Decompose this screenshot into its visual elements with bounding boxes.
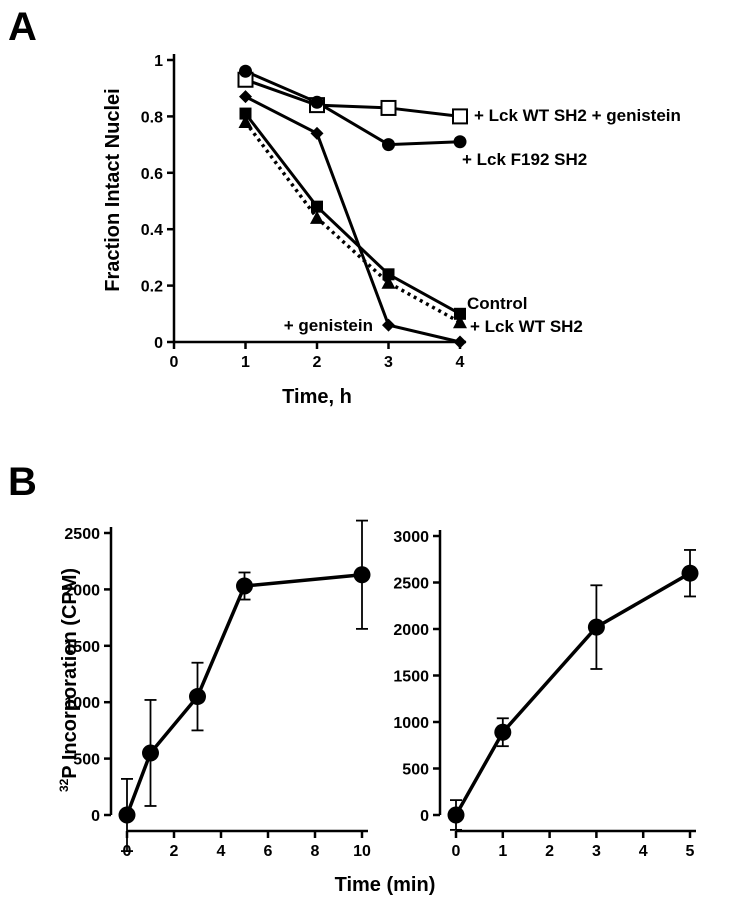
- panel-a-series-3-point: [239, 107, 252, 120]
- panel-b-right-x-tick-label: 3: [592, 843, 601, 860]
- panel-b-right-x-tick-label: 1: [498, 843, 507, 860]
- panel-a-series-line-0: [244, 78, 461, 118]
- panel-a-series-2-point: [453, 335, 467, 349]
- panel-b-right-x-tick-label: 2: [545, 843, 554, 860]
- panel-b-right-y-tick-label: 2500: [393, 576, 429, 593]
- panel-b-left-chart: 050010001500200025000246810: [64, 519, 371, 860]
- panel-a-series-label-1: + Lck F192 SH2: [462, 150, 587, 169]
- panel-b-right-x-tick-label: 4: [639, 843, 648, 860]
- panel-a-series-0-point: [380, 99, 397, 116]
- panel-a-series-2-point: [382, 318, 395, 332]
- panel-a-series-line-1: [244, 69, 461, 147]
- panel-b-left-point: [236, 577, 253, 595]
- panel-b-left-x-tick-label: 2: [170, 843, 179, 860]
- panel-b-right-x-tick-label: 0: [452, 843, 461, 860]
- panel-b-right-point: [681, 564, 699, 582]
- panel-a-y-tick-label: 0.4: [141, 222, 163, 239]
- panel-a-x-tick-label: 1: [241, 354, 250, 371]
- panel-a-series-0-point: [452, 108, 468, 125]
- panel-a-letter: A: [8, 5, 37, 49]
- panel-a-y-tick-label: 0.6: [141, 166, 163, 183]
- panel-b-right-series-line: [454, 571, 691, 816]
- panel-a-series-label-2: + genistein: [284, 316, 373, 335]
- panel-a-x-tick-label: 2: [313, 354, 322, 371]
- panel-b-y-axis-title: 32P Incorporation (CPM): [57, 568, 81, 792]
- panel-a-y-tick-label: 1: [154, 53, 163, 70]
- panel-a-series-3-point: [382, 268, 395, 281]
- panel-a-series-2-point: [310, 126, 324, 140]
- panel-a-series-1-point: [310, 95, 324, 109]
- panel-b-left-x-tick-label: 10: [353, 843, 371, 860]
- panel-a-series-label-4: + Lck WT SH2: [470, 317, 583, 336]
- panel-b-left-y-tick-label: 0: [91, 808, 100, 825]
- panel-b-left-y-tick-label: 2500: [64, 526, 100, 543]
- panel-b-left-y-tick-label: 2000: [64, 582, 100, 599]
- panel-b-right-point: [587, 618, 605, 636]
- panel-b-right-point: [447, 806, 465, 824]
- panel-a-series-4-point: [453, 315, 467, 329]
- panel-b-right-y-tick-label: 0: [420, 808, 429, 825]
- panel-b-left-point: [118, 806, 136, 824]
- panel-b-left-x-tick-label: 4: [217, 843, 226, 860]
- panel-a-series-1-point: [453, 135, 467, 149]
- panel-b-y-axis-title-superscript: 32: [57, 778, 71, 792]
- panel-b-left-point: [353, 566, 371, 584]
- panel-b-right-point: [494, 723, 512, 741]
- panel-a-series-1-point: [382, 138, 395, 152]
- panel-a-series-4-point: [381, 275, 396, 289]
- panel-a-y-tick-label: 0.8: [141, 109, 163, 126]
- panel-b-left-y-tick-label: 1500: [64, 639, 100, 656]
- panel-b-left-y-tick-label: 500: [73, 752, 100, 769]
- panel-a-series-1-point: [239, 64, 252, 78]
- panel-b-right-y-tick-label: 2000: [393, 622, 429, 639]
- panel-b-left-x-tick-label: 6: [264, 843, 273, 860]
- panel-a-x-axis-title: Time, h: [282, 386, 352, 408]
- panel-a-series-4-point: [310, 210, 324, 224]
- panel-b-left-x-tick-label: 8: [311, 843, 320, 860]
- panel-b-right-chart: 0 500 1000 1500 2000 2500 3000 0 1 2 3 4 5: [393, 529, 699, 860]
- panel-b-left-y-tick-label: 1000: [64, 695, 100, 712]
- panel-a-series-line-2: [244, 95, 461, 344]
- panel-a-series-label-3: Control: [467, 294, 527, 313]
- panel-b-right-x-tick-label: 5: [686, 843, 695, 860]
- panel-b-right-y-tick-label: 500: [402, 762, 429, 779]
- panel-b-left-point: [142, 744, 159, 762]
- panel-a-series-line-4: [244, 120, 461, 324]
- panel-b-right-y-tick-label: 1500: [393, 669, 429, 686]
- panel-a-x-tick-label: 4: [456, 354, 465, 371]
- panel-a-series-3-point: [454, 307, 466, 320]
- panel-a-y-tick-label: 0.2: [141, 279, 163, 296]
- panel-a-x-tick-label: 0: [170, 354, 179, 371]
- panel-b-letter: B: [8, 460, 37, 504]
- panel-b-x-axis-title: Time (min): [335, 874, 436, 896]
- panel-a-y-tick-label: 0: [154, 335, 163, 352]
- panel-a-chart: 0 0.2 0.4 0.6 0.8 1 0 1 2 3 4 + Lck WT SH2 + genist…: [141, 53, 681, 371]
- panel-b-left-series-line: [125, 572, 363, 816]
- panel-a-series-label-0: + Lck WT SH2 + genistein: [474, 106, 681, 125]
- panel-b-right-y-tick-label: 3000: [393, 529, 429, 546]
- panel-a-series-2-point: [239, 90, 252, 104]
- panel-a-y-axis-title: Fraction Intact Nuclei: [102, 88, 124, 291]
- panel-a-series-3-point: [311, 200, 323, 213]
- panel-b-left-point: [189, 688, 206, 706]
- panel-b-y-axis-title-main: P Incorporation (CPM): [59, 568, 81, 779]
- panel-b-right-y-tick-label: 1000: [393, 715, 429, 732]
- panel-a-x-tick-label: 3: [384, 354, 393, 371]
- panel-a-series-line-3: [244, 112, 461, 316]
- panel-a-series-4-point: [238, 115, 253, 129]
